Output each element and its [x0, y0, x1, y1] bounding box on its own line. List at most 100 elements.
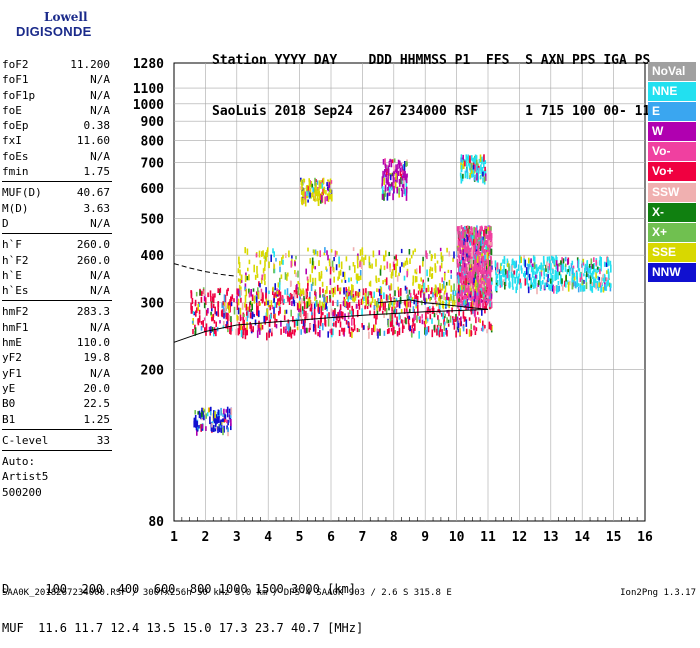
echo-point: [223, 418, 225, 422]
echo-point: [333, 322, 335, 327]
echo-point: [404, 285, 407, 291]
echo-point: [471, 288, 474, 297]
echo-point: [414, 323, 416, 331]
echo-point: [391, 172, 394, 176]
echo-point: [551, 285, 554, 292]
echo-point: [352, 247, 355, 252]
echo-point: [304, 291, 307, 297]
echo-point: [274, 283, 276, 291]
echo-point: [485, 275, 487, 280]
x-tick-label: 13: [543, 530, 559, 545]
param-name: M(D): [2, 201, 29, 215]
echo-point: [470, 330, 472, 337]
echo-point: [462, 173, 464, 179]
echo-point: [328, 312, 330, 319]
echo-point: [433, 325, 436, 331]
param-name: fmin: [2, 165, 29, 179]
echo-point: [356, 304, 358, 309]
echo-point: [479, 284, 481, 289]
echo-point: [562, 284, 564, 291]
echo-point: [303, 194, 305, 201]
echo-point: [240, 329, 243, 338]
echo-point: [336, 284, 339, 292]
echo-point: [584, 263, 587, 271]
echo-point: [266, 315, 268, 321]
echo-point: [595, 283, 597, 290]
echo-point: [486, 302, 489, 306]
echo-point: [394, 169, 396, 175]
echo-point: [467, 154, 469, 160]
echo-point: [389, 285, 391, 291]
echo-point: [485, 229, 488, 234]
echo-point: [327, 331, 329, 338]
echo-point: [465, 154, 468, 160]
echo-point: [246, 276, 249, 281]
echo-point: [460, 164, 463, 172]
echo-point: [486, 248, 488, 255]
echo-point: [384, 306, 386, 312]
echo-point: [274, 314, 276, 319]
echo-point: [190, 302, 192, 310]
echo-point: [290, 332, 293, 339]
echo-point: [211, 317, 213, 322]
param-row: foF1p N/A: [2, 88, 112, 103]
echo-point: [598, 276, 600, 281]
param-group: h`F 260.0 h`F2 260.0 h`E N/A h`Es N/A: [2, 237, 112, 302]
echo-point: [412, 306, 415, 313]
echo-point: [320, 274, 323, 279]
echo-point: [472, 260, 475, 264]
echo-point: [458, 239, 461, 245]
echo-point: [239, 307, 242, 316]
echo-point: [267, 247, 269, 253]
echo-point: [326, 313, 329, 319]
echo-point: [300, 318, 303, 324]
echo-point: [548, 256, 551, 261]
echo-point: [388, 182, 390, 187]
param-value: 40.67: [76, 186, 110, 200]
echo-point: [457, 239, 460, 246]
echo-point: [482, 320, 484, 327]
echo-point: [449, 315, 452, 323]
echo-point: [211, 297, 214, 303]
echo-point: [302, 320, 305, 327]
echo-point: [486, 295, 489, 299]
echo-point: [444, 296, 447, 301]
echo-point: [395, 309, 398, 315]
echo-point: [469, 230, 472, 235]
echo-point: [474, 291, 477, 299]
echo-point: [432, 307, 435, 314]
echo-point: [382, 159, 385, 165]
echo-point: [227, 287, 229, 292]
echo-point: [326, 306, 328, 312]
echo-point: [446, 317, 448, 324]
echo-point: [395, 302, 398, 308]
echo-point: [448, 309, 450, 317]
echo-point: [247, 310, 249, 318]
echo-point: [581, 260, 584, 268]
echo-point: [347, 296, 349, 303]
echo-point: [233, 298, 235, 303]
echo-point: [230, 419, 232, 427]
x-tick-label: 9: [421, 530, 429, 545]
echo-point: [394, 181, 397, 188]
echo-point: [390, 300, 393, 306]
echo-point: [471, 266, 474, 271]
echo-point: [421, 314, 423, 319]
echo-point: [353, 318, 355, 326]
echo-point: [462, 228, 465, 236]
echo-point: [305, 310, 307, 319]
param-name: yF2: [2, 351, 22, 365]
echo-point: [475, 232, 477, 237]
echo-point: [540, 271, 543, 277]
echo-point: [358, 328, 360, 333]
echo-point: [436, 324, 439, 330]
echo-point: [412, 319, 414, 327]
echo-point: [564, 256, 567, 262]
echo-point: [439, 304, 441, 310]
echo-point: [304, 198, 307, 207]
echo-point: [195, 291, 198, 297]
echo-point: [356, 328, 359, 333]
echo-point: [457, 275, 460, 284]
echo-point: [461, 244, 464, 252]
echo-point: [355, 291, 358, 297]
